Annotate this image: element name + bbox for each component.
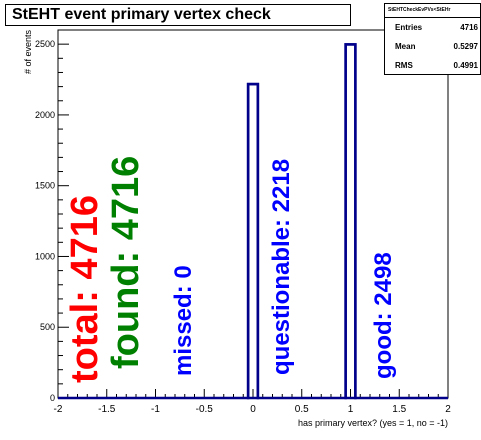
annotation-label: total: [64, 290, 106, 383]
y-tick-label: 2000 [35, 110, 55, 120]
chart-title: StEHT event primary vertex check [12, 6, 271, 23]
stats-value: 0.5297 [453, 42, 478, 51]
y-tick-label: 1000 [35, 251, 55, 261]
y-tick-label: 2500 [35, 39, 55, 49]
stats-row-rms: RMS 0.4991 [385, 56, 480, 74]
x-tick-label: 1 [348, 404, 354, 415]
annotation-value: 4716 [105, 155, 147, 241]
annotation-value: 2218 [268, 158, 295, 213]
annotation-total: total: 4716 [64, 195, 107, 383]
x-tick-label: 1.5 [392, 404, 406, 415]
annotation-value: 2498 [370, 252, 397, 306]
annotation-label: good: [370, 312, 397, 379]
stats-key: RMS [395, 61, 413, 70]
annotation-label: missed: [170, 285, 197, 376]
annotation-label: questionable: [268, 218, 295, 375]
annotation-good: good: 2498 [370, 252, 398, 379]
stats-value: 4716 [460, 23, 478, 32]
stats-row-mean: Mean 0.5297 [385, 37, 480, 56]
annotation-questionable: questionable: 2218 [268, 159, 296, 375]
y-axis-title: # of events [23, 30, 33, 75]
annotation-value: 0 [170, 265, 197, 279]
histogram-bar [344, 43, 357, 400]
annotation-found: found: 4716 [105, 156, 148, 369]
stats-header: StEHTCheckEvPVs<StEHr [385, 4, 480, 18]
x-tick-label: -1 [151, 404, 160, 415]
x-tick-label: 0 [250, 404, 256, 415]
histogram-bars [58, 43, 448, 400]
stats-key: Entries [395, 23, 423, 32]
stats-value: 0.4991 [453, 61, 478, 70]
annotation-value: 4716 [64, 195, 106, 280]
x-axis-title: has primary vertex? (yes = 1, no = -1) [298, 418, 448, 428]
y-tick-label: 1500 [35, 181, 55, 191]
x-tick-label: -0.5 [196, 404, 214, 415]
chart-title-box: StEHT event primary vertex check [5, 4, 351, 26]
annotation-label: found: [105, 250, 147, 369]
x-tick-label: -2 [54, 404, 63, 415]
y-tick-label: 0 [50, 393, 55, 403]
stats-key: Mean [395, 42, 416, 51]
histogram-bar [246, 82, 260, 400]
stats-row-entries: Entries 4716 [385, 18, 480, 37]
x-tick-label: 0.5 [295, 404, 309, 415]
stats-box: StEHTCheckEvPVs<StEHr Entries 4716 Mean … [384, 3, 481, 75]
x-tick-label: -1.5 [98, 404, 116, 415]
y-tick-label: 500 [40, 322, 55, 332]
annotation-missed: missed: 0 [170, 265, 198, 376]
x-tick-label: 2 [445, 404, 451, 415]
